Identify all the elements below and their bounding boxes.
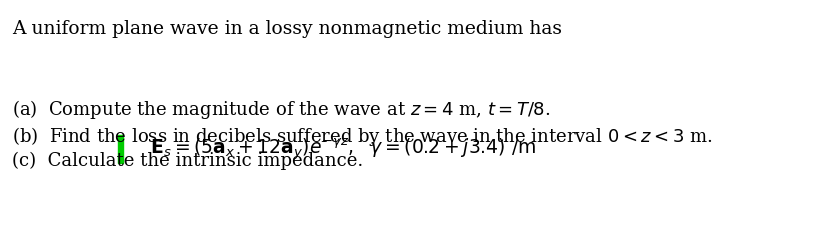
Text: A uniform plane wave in a lossy nonmagnetic medium has: A uniform plane wave in a lossy nonmagne… bbox=[12, 20, 562, 38]
Text: (c)  Calculate the intrinsic impedance.: (c) Calculate the intrinsic impedance. bbox=[12, 152, 364, 170]
Text: $\mathbf{E}_s = (5\mathbf{a}_x + 12\mathbf{a}_y)e^{-\gamma z},\ \ \gamma = (0.2 : $\mathbf{E}_s = (5\mathbf{a}_x + 12\math… bbox=[150, 136, 536, 162]
Text: (a)  Compute the magnitude of the wave at $z = 4$ m, $t = T/8$.: (a) Compute the magnitude of the wave at… bbox=[12, 98, 550, 121]
Text: (b)  Find the loss in decibels suffered by the wave in the interval $0 < z < 3$ : (b) Find the loss in decibels suffered b… bbox=[12, 125, 712, 148]
Bar bbox=[118, 135, 123, 163]
